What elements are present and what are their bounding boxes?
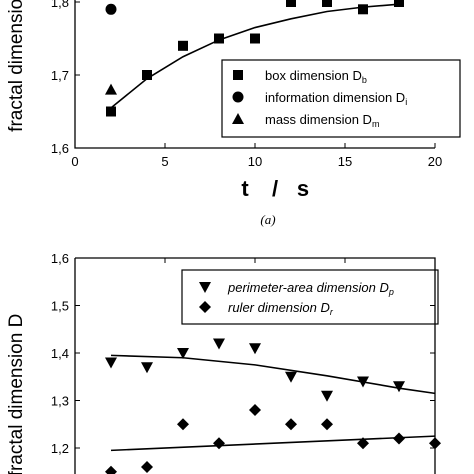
chart-a-points-group (105, 0, 404, 117)
chart-a-y-axis-label: fractal dimension (6, 0, 27, 132)
chart-b-point-triangle-down (213, 338, 225, 350)
chart-a-legend-marker-triangle-up (232, 113, 244, 124)
chart-b-point-triangle-down (285, 371, 297, 383)
chart-a-ticks-group: 0 5 10 15 20 1,6 1,7 1,8 (51, 0, 442, 169)
chart-b-ticks-group: 1,2 1,3 1,4 1,5 1,6 (51, 251, 436, 456)
chart-a-fit-line-group (110, 3, 400, 109)
chart-b-legend-label: perimeter-area dimension Dp (227, 280, 394, 297)
chart-a-legend-marker-circle (232, 91, 244, 103)
chart-b-point-diamond (213, 437, 225, 450)
chart-b-y-axis-label: fractal dimension D (6, 314, 27, 474)
chart-b-point-diamond (141, 461, 153, 473)
chart-a-x-tick-label: 15 (338, 154, 352, 169)
chart-a-point-square (286, 0, 296, 7)
chart-b-legend-frame (181, 269, 439, 325)
chart-b-y-tick-label: 1,2 (51, 441, 69, 456)
chart-b-y-tick-label: 1,3 (51, 394, 69, 409)
chart-b-point-diamond (177, 418, 189, 431)
chart-a-y-tick-label: 1,8 (51, 0, 69, 10)
chart-b-point-triangle-down (393, 381, 405, 393)
chart-b-point-diamond (357, 437, 369, 450)
chart-a-point-square (358, 4, 368, 15)
chart-b-point-triangle-down (357, 376, 369, 388)
chart-a-x-axis-label-part: / (272, 176, 278, 201)
chart-b-point-triangle-down (249, 343, 261, 355)
chart-b-legend-marker-triangle-down (199, 282, 211, 293)
chart-b-point-triangle-down (321, 390, 333, 402)
chart-a-point-square (178, 40, 188, 51)
chart-b-point-diamond (249, 404, 261, 416)
chart-b-point-triangle-down (141, 362, 153, 374)
chart-a-x-tick-label: 5 (161, 154, 168, 169)
chart-a-fit-line (110, 3, 400, 109)
chart-a-x-tick-label: 0 (71, 154, 78, 169)
chart-a-legend-label: box dimension Db (265, 68, 367, 85)
chart-b-point-triangle-down (177, 348, 189, 359)
chart-b-point-diamond (105, 465, 117, 474)
chart-a-caption: (a) (260, 212, 275, 227)
chart-a-point-square (142, 70, 152, 80)
chart-b-fit-lines-group (110, 354, 436, 452)
chart-b-point-diamond (321, 418, 333, 431)
chart-a-legend-frame (221, 59, 461, 138)
chart-a-x-tick-label: 20 (428, 154, 442, 169)
chart-b-legend: perimeter-area dimension Dp ruler dimens… (181, 269, 439, 325)
chart-a-point-square (322, 0, 332, 7)
chart-a-point-circle (105, 3, 117, 15)
chart-b-fit-line (110, 435, 436, 452)
chart-a-x-axis-label-part: s (297, 176, 309, 201)
chart-a-axes (74, 0, 435, 149)
chart-a-point-square (106, 106, 116, 117)
chart-b-point-diamond (393, 432, 405, 445)
chart-a-legend: box dimension Db information dimension D… (221, 59, 461, 138)
chart-b: 1,2 1,3 1,4 1,5 1,6 fractal dimension D peri… (6, 251, 441, 474)
chart-a-x-tick-label: 10 (248, 154, 262, 169)
chart-b-fit-line (110, 354, 436, 395)
chart-a-point-square (214, 33, 224, 44)
chart-b-point-triangle-down (105, 357, 117, 369)
chart-b-y-tick-label: 1,4 (51, 346, 69, 361)
chart-b-points-group (105, 338, 441, 474)
chart-a: 0 5 10 15 201,61,71,8 fractal dimension t / … (6, 0, 461, 227)
chart-b-legend-label: ruler dimension Dr (228, 300, 334, 317)
chart-a-point-square (394, 0, 404, 7)
chart-b-y-tick-label: 1,6 (51, 251, 69, 266)
chart-a-legend-label: mass dimension Dm (265, 112, 379, 129)
chart-a-point-square (250, 33, 260, 44)
chart-a-x-axis-label-part: t (241, 176, 249, 201)
chart-a-y-tick-label: 1,6 (51, 141, 69, 156)
chart-b-y-tick-label: 1,5 (51, 299, 69, 314)
chart-a-point-triangle-up (105, 83, 117, 95)
chart-a-legend-marker-square (233, 70, 243, 80)
chart-b-point-diamond (285, 418, 297, 431)
chart-b-legend-markers (199, 282, 211, 313)
chart-b-legend-marker-diamond (199, 301, 211, 313)
chart-a-y-tick-label: 1,7 (51, 68, 69, 83)
chart-a-legend-markers (232, 70, 244, 124)
chart-a-legend-label: information dimension Di (265, 90, 407, 107)
